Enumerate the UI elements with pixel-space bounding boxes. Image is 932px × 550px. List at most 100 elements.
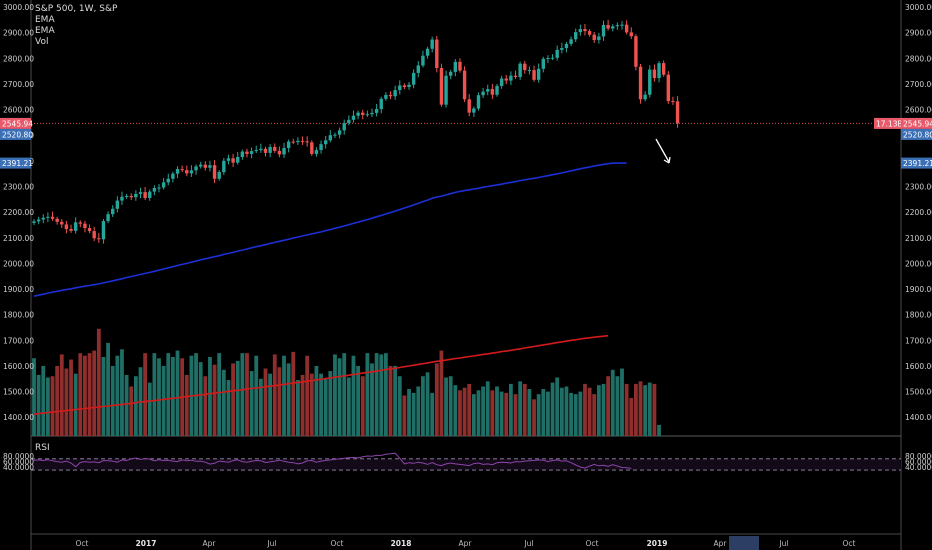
candle[interactable]	[291, 141, 295, 143]
volume-bar[interactable]	[453, 385, 458, 436]
rsi-label[interactable]: RSI	[35, 443, 50, 453]
volume-bar[interactable]	[166, 353, 171, 436]
volume-bar[interactable]	[425, 372, 430, 436]
volume-bar[interactable]	[296, 380, 300, 436]
right-tag-ema-short[interactable]: 2520.80	[903, 130, 932, 139]
candle[interactable]	[323, 140, 328, 145]
candle[interactable]	[347, 119, 351, 124]
candle[interactable]	[370, 112, 374, 115]
volume-bar[interactable]	[504, 392, 509, 436]
candle[interactable]	[319, 144, 323, 151]
volume-bar[interactable]	[397, 376, 402, 436]
volume-bar[interactable]	[652, 383, 657, 436]
candle[interactable]	[356, 112, 360, 116]
candle[interactable]	[657, 63, 661, 79]
candle[interactable]	[87, 228, 92, 232]
volume-bar[interactable]	[235, 360, 240, 436]
volume-bar[interactable]	[402, 395, 407, 436]
candle[interactable]	[435, 39, 439, 69]
volume-bar[interactable]	[240, 353, 245, 436]
volume-bar[interactable]	[356, 365, 360, 436]
volume-bar[interactable]	[583, 383, 587, 436]
volume-bar[interactable]	[615, 376, 620, 436]
candle[interactable]	[546, 58, 550, 60]
volume-bar[interactable]	[578, 391, 583, 436]
volume-bar[interactable]	[143, 353, 148, 436]
volume-bar[interactable]	[416, 386, 421, 436]
volume-bar[interactable]	[69, 359, 73, 436]
volume-bar[interactable]	[92, 350, 97, 436]
candle[interactable]	[259, 148, 263, 151]
volume-bar[interactable]	[194, 353, 198, 436]
candle[interactable]	[536, 68, 541, 80]
right-tag-last[interactable]: 2545.94	[903, 119, 932, 128]
volume-bar[interactable]	[624, 383, 629, 436]
volume-bar[interactable]	[212, 364, 217, 436]
volume-bar[interactable]	[55, 365, 60, 436]
candle[interactable]	[268, 146, 272, 153]
candle[interactable]	[467, 99, 471, 113]
volume-bar[interactable]	[606, 376, 611, 436]
candle[interactable]	[245, 151, 249, 154]
volume-bar[interactable]	[370, 363, 374, 436]
candle[interactable]	[314, 150, 319, 154]
volume-bar[interactable]	[458, 390, 462, 436]
volume-bar[interactable]	[573, 394, 578, 436]
volume-bar[interactable]	[559, 387, 564, 436]
volume-bar[interactable]	[351, 355, 356, 436]
volume-bar[interactable]	[643, 385, 648, 436]
candle[interactable]	[212, 165, 217, 179]
candle[interactable]	[189, 170, 194, 174]
volume-bar[interactable]	[550, 382, 555, 436]
volume-bar[interactable]	[342, 353, 347, 436]
volume-bar[interactable]	[657, 424, 661, 436]
candle[interactable]	[462, 70, 467, 100]
volume-bar[interactable]	[546, 391, 550, 436]
volume-bar[interactable]	[217, 353, 222, 436]
candle[interactable]	[166, 178, 170, 183]
candle[interactable]	[240, 151, 245, 157]
candle[interactable]	[78, 222, 82, 224]
volume-bar[interactable]	[407, 389, 411, 436]
candle[interactable]	[55, 218, 59, 222]
candle[interactable]	[97, 238, 101, 240]
volume-bar[interactable]	[532, 399, 536, 436]
candle[interactable]	[36, 219, 41, 222]
candle[interactable]	[134, 193, 138, 198]
volume-bar[interactable]	[541, 389, 546, 436]
volume-bar[interactable]	[129, 386, 134, 436]
volume-bar[interactable]	[536, 394, 541, 436]
volume-bar[interactable]	[175, 350, 180, 436]
candle[interactable]	[120, 196, 124, 201]
candle[interactable]	[337, 130, 342, 135]
candle[interactable]	[111, 208, 115, 215]
candle[interactable]	[564, 43, 569, 49]
candle[interactable]	[601, 24, 606, 37]
candle[interactable]	[439, 68, 444, 105]
candle[interactable]	[425, 48, 430, 56]
volume-bar[interactable]	[78, 353, 83, 436]
volume-bar[interactable]	[471, 394, 476, 436]
candle[interactable]	[606, 24, 610, 29]
candle[interactable]	[143, 192, 147, 199]
volume-bar[interactable]	[601, 383, 606, 436]
volume-bar[interactable]	[106, 342, 110, 436]
volume-bar[interactable]	[383, 353, 388, 436]
candle[interactable]	[41, 217, 45, 220]
volume-bar[interactable]	[110, 365, 115, 436]
candle[interactable]	[499, 78, 504, 86]
volume-bar[interactable]	[360, 376, 365, 436]
volume-bar[interactable]	[36, 374, 41, 436]
volume-bar[interactable]	[508, 383, 513, 436]
volume-bar[interactable]	[64, 368, 69, 436]
volume-bar[interactable]	[45, 377, 50, 436]
candle[interactable]	[277, 150, 282, 155]
volume-bar[interactable]	[485, 381, 490, 436]
candle[interactable]	[203, 164, 208, 168]
candle[interactable]	[624, 24, 629, 33]
candle[interactable]	[328, 135, 333, 141]
candle[interactable]	[532, 70, 536, 80]
candle[interactable]	[518, 63, 522, 77]
candle[interactable]	[615, 25, 620, 27]
volume-bar[interactable]	[300, 374, 305, 436]
